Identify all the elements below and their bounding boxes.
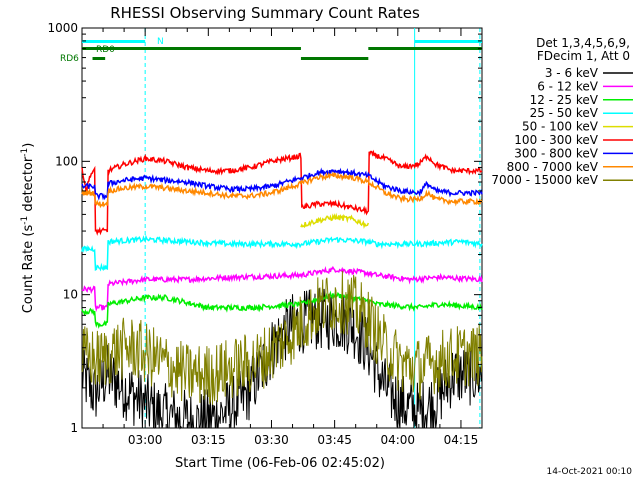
y-tick-label: 10	[63, 288, 78, 302]
status-bar-n	[414, 40, 482, 43]
legend-label-5: 50 - 100 keV	[522, 120, 599, 134]
y-tick-label: 1	[70, 421, 78, 435]
legend-label-7: 300 - 800 keV	[514, 146, 598, 160]
series-line-7	[81, 167, 483, 201]
status-label-n: N	[157, 37, 164, 47]
y-tick-label: 100	[55, 154, 78, 168]
series-line-4	[81, 234, 483, 272]
x-axis-label: Start Time (06-Feb-06 02:45:02)	[175, 456, 385, 471]
y-tick-label: 1000	[47, 21, 78, 35]
status-bar-rd0	[368, 47, 482, 50]
x-tick-label: 03:15	[191, 433, 226, 447]
x-tick-label: 03:00	[128, 433, 163, 447]
status-bar-rd6	[92, 57, 106, 60]
status-bars: N RD0 RD6	[60, 37, 482, 64]
series-layer	[81, 149, 483, 430]
status-bar-rd0	[300, 57, 369, 60]
status-bar-n	[82, 40, 146, 43]
x-tick-label: 03:30	[254, 433, 289, 447]
legend-label-8: 800 - 7000 keV	[507, 160, 599, 174]
axes: 1 10 100 1000 03:00 03:15 03:30 03:45 04:00 04:15	[47, 21, 483, 447]
y-axis-label: Count Rate (s-1 detector-1)	[20, 143, 36, 314]
series-line-6	[81, 149, 483, 236]
x-tick-label: 04:00	[380, 433, 415, 447]
status-label-rd0: RD0	[96, 45, 115, 55]
series-line-3	[81, 290, 483, 329]
series-line-5	[300, 212, 370, 230]
legend-label-1: 3 - 6 keV	[545, 66, 599, 80]
series-line-9	[81, 270, 483, 405]
footer-date: 14-Oct-2021 00:10	[547, 467, 633, 477]
legend-header-line-2: FDecim 1, Att 0	[537, 49, 630, 63]
status-bar-rd0	[82, 47, 301, 50]
legend-label-6: 100 - 300 keV	[514, 133, 598, 147]
legend-header-line-1: Det 1,3,4,5,6,9,	[536, 36, 630, 50]
series-line-8	[81, 171, 483, 209]
legend-label-2: 6 - 12 keV	[537, 79, 599, 93]
legend-label-3: 12 - 25 keV	[530, 93, 599, 107]
legend-label-9: 7000 - 15000 keV	[491, 173, 598, 187]
x-tick-label: 04:15	[444, 433, 479, 447]
series-line-2	[81, 265, 483, 312]
legend: Det 1,3,4,5,6,9, FDecim 1, Att 0 3 - 6 k…	[491, 36, 633, 187]
legend-label-4: 25 - 50 keV	[530, 106, 599, 120]
status-label-rd6: RD6	[60, 54, 79, 64]
plot-frame	[81, 27, 483, 429]
x-tick-label: 03:45	[317, 433, 352, 447]
chart-title: RHESSI Observing Summary Count Rates	[110, 4, 420, 22]
